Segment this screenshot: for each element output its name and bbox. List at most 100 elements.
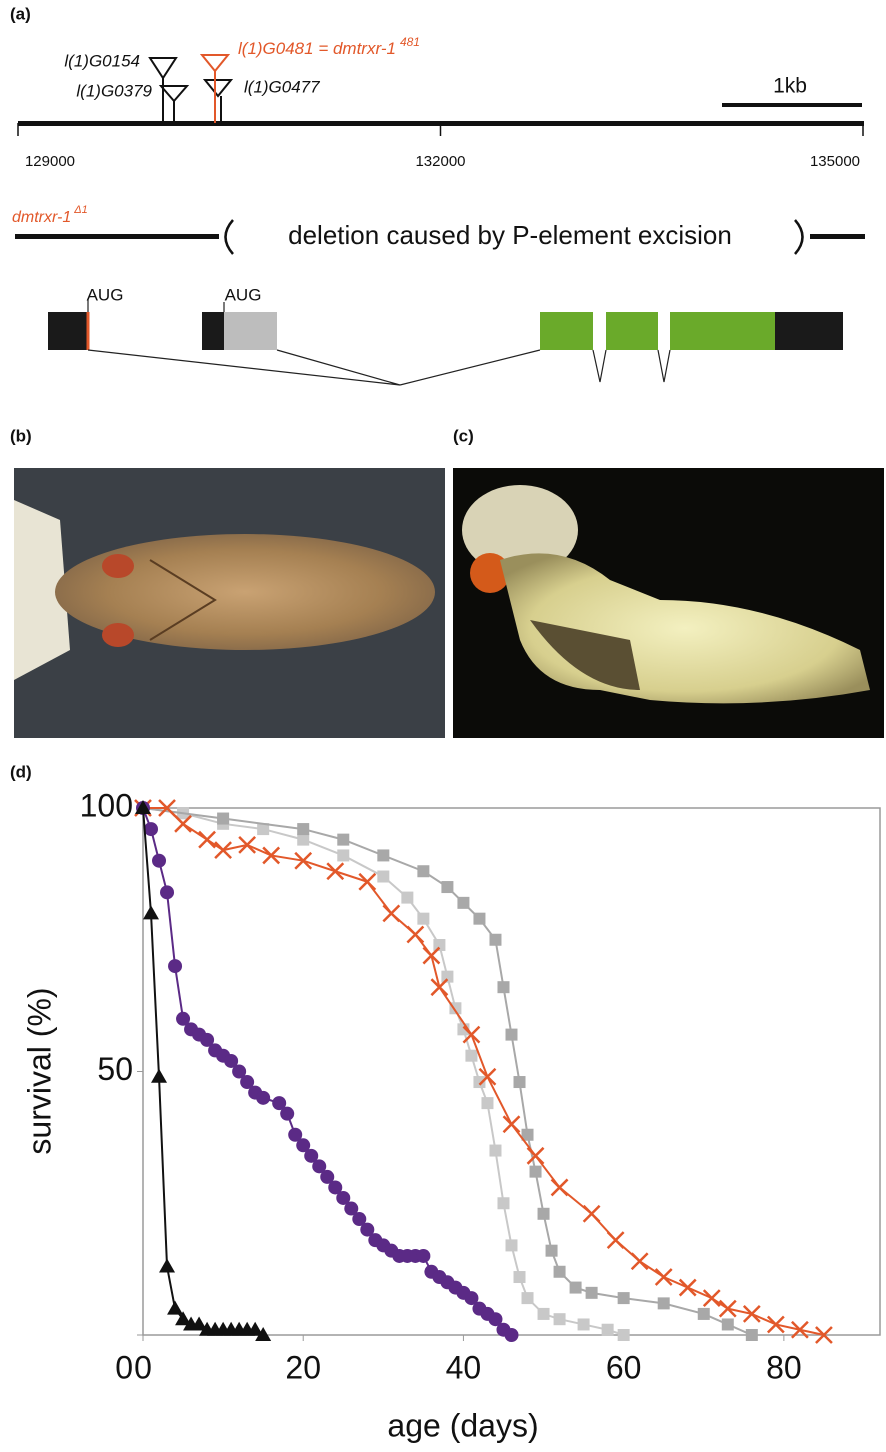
photo [453,468,884,738]
marker [538,1208,550,1220]
panel-label: (d) [10,762,32,781]
marker [538,1308,550,1320]
marker [383,905,399,921]
codon-label: AUG [225,285,262,304]
marker [570,1282,582,1294]
x-tick-label: 40 [446,1349,482,1385]
genome-line [810,234,865,239]
insertion-label: l(1)G0379 [76,81,152,100]
marker [297,823,309,835]
marker [504,1116,520,1132]
marker [746,1329,758,1341]
genome-line [15,234,219,239]
x-tick-label: 60 [606,1349,642,1385]
x-axis-label: age (days) [387,1407,538,1443]
marker [497,1197,509,1209]
figure: (a) 1kb l(1)G0154 l(1)G0481 = dmtrxr-148… [0,0,886,1447]
marker [704,1290,720,1306]
marker [457,897,469,909]
x-tick-label: 80 [766,1349,802,1385]
codon-label: AUG [87,285,124,304]
marker [530,1166,542,1178]
marker [239,837,255,853]
marker [618,1329,630,1341]
marker [578,1318,590,1330]
series [136,801,519,1342]
y-tick-label: 50 [97,1051,133,1087]
marker [528,1148,544,1164]
marker [497,981,509,993]
bracket [226,220,234,254]
marker [602,1324,614,1336]
marker [359,874,375,890]
marker [168,959,182,973]
marker [554,1266,566,1278]
marker [522,1292,534,1304]
marker [144,822,158,836]
marker [417,865,429,877]
marker [658,1297,670,1309]
marker [280,1107,294,1121]
marker [377,849,389,861]
marker [407,926,423,942]
survival-line [143,808,512,1335]
marker [506,1239,518,1251]
marker [423,948,439,964]
series [137,802,758,1341]
scale-label: 1kb [773,75,807,98]
insertion-label: l(1)G0154 [64,51,140,70]
marker [401,892,413,904]
marker [546,1245,558,1257]
genome-tick-label: 129000 [25,153,75,170]
marker [217,813,229,825]
insertion-label: l(1)G0481 = dmtrxr-1481 [238,35,420,58]
marker [489,1145,501,1157]
marker [297,834,309,846]
marker [199,832,215,848]
marker [152,854,166,868]
marker [744,1306,760,1322]
insertion-label: l(1)G0477 [244,77,320,96]
marker [143,905,159,919]
marker [586,1287,598,1299]
allele-name: dmtrxr-1 [12,209,71,226]
x-tick-label: 20 [285,1349,321,1385]
marker [465,1050,477,1062]
plot-frame [143,808,880,1335]
x-tick-label: 0 [134,1349,152,1385]
gene-model [48,300,843,385]
marker [584,1206,600,1222]
marker [632,1253,648,1269]
bracket [795,220,803,254]
marker [489,934,501,946]
marker [656,1269,672,1285]
genome-tick-label: 135000 [810,153,860,170]
y-tick-label: 100 [80,787,133,823]
marker [327,863,343,879]
insertion-markers [150,55,231,123]
y-axis-label: survival (%) [21,987,57,1154]
deletion-label: deletion caused by P-element excision [288,220,732,250]
marker [618,1292,630,1304]
panel-label: (b) [10,426,32,445]
marker [256,1091,270,1105]
marker [506,1029,518,1041]
photo [14,468,445,738]
marker [167,1301,183,1315]
superscript: 481 [400,35,420,49]
marker [554,1313,566,1325]
superscript: Δ1 [73,204,88,216]
series [135,800,271,1341]
marker [160,885,174,899]
marker [431,979,447,995]
marker [720,1301,736,1317]
marker [552,1179,568,1195]
marker [768,1316,784,1332]
marker [514,1271,526,1283]
marker [514,1076,526,1088]
marker [416,1249,430,1263]
marker [441,881,453,893]
y-tick-label: 0 [115,1349,133,1385]
marker [481,1097,493,1109]
